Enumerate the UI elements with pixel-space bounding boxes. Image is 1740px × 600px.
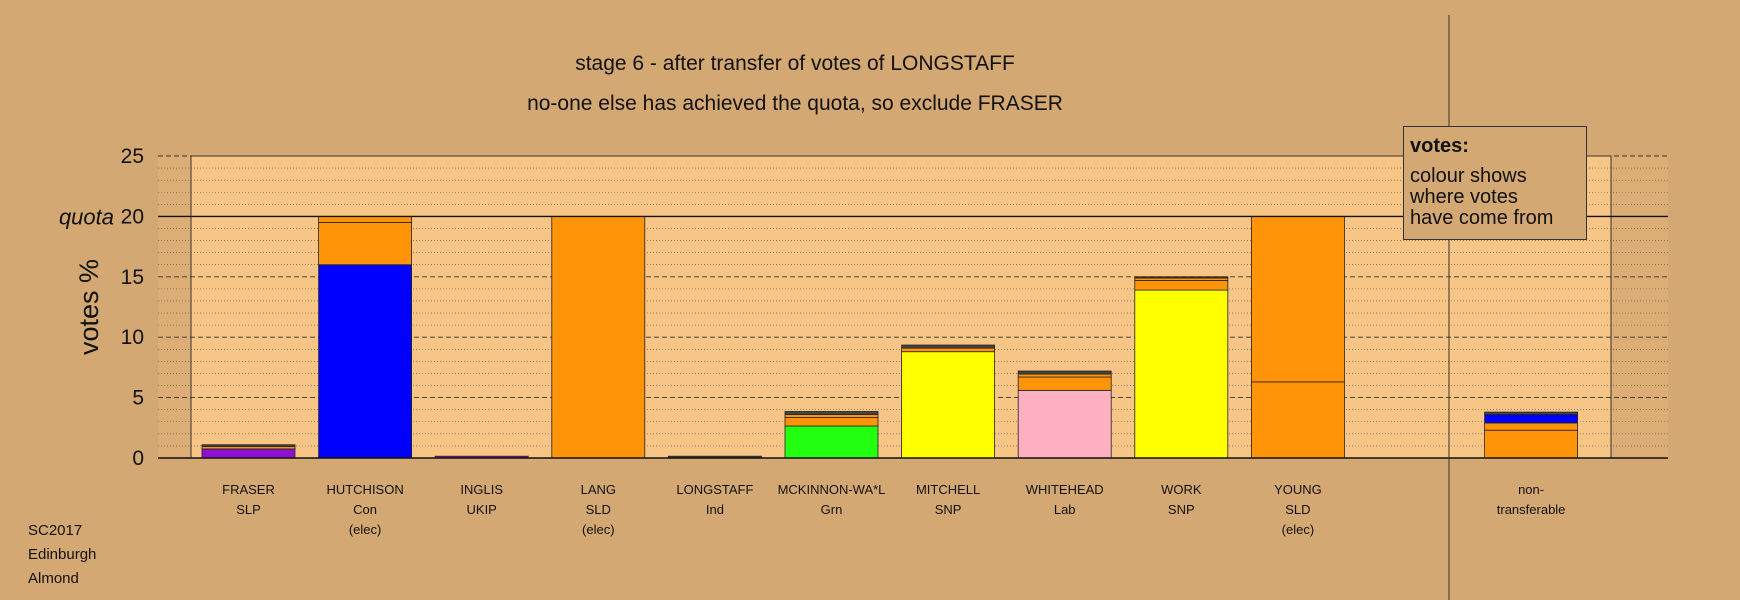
bar-segment: [784, 425, 879, 459]
footer-ward: Almond: [28, 570, 79, 587]
bar-segment: [784, 411, 879, 415]
candidate-name: WHITEHEAD: [1026, 482, 1104, 497]
candidate-party: Ind: [706, 502, 724, 517]
candidate-status: (elec): [582, 522, 615, 537]
bar-segment: [1017, 373, 1112, 378]
legend: votes: colour shows where votes have com…: [1403, 126, 1587, 240]
candidate-name: MITCHELL: [916, 482, 980, 497]
bar-segment: [551, 215, 646, 459]
candidate-party: Grn: [821, 502, 843, 517]
bar-segment: [318, 222, 413, 266]
candidate-party: Con: [353, 502, 377, 517]
bar-segment: [1484, 414, 1578, 424]
bar-segment: [1134, 289, 1229, 459]
candidate-party: transferable: [1497, 502, 1566, 517]
candidate-party: SLD: [1285, 502, 1310, 517]
bar-segment: [1251, 215, 1345, 383]
candidate-name: INGLIS: [460, 482, 503, 497]
candidate-name: YOUNG: [1274, 482, 1322, 497]
candidate-name: WORK: [1161, 482, 1202, 497]
legend-title: votes:: [1410, 135, 1469, 157]
legend-line: where votes: [1410, 186, 1518, 208]
candidate-status: (elec): [349, 522, 382, 537]
candidate-name: MCKINNON-WA*L: [778, 482, 886, 497]
candidate-party: SNP: [935, 502, 962, 517]
candidate-name: FRASER: [222, 482, 275, 497]
footer-council: Edinburgh: [28, 546, 97, 563]
y-tick-label: 5: [132, 387, 144, 410]
y-tick-label: 25: [121, 145, 144, 168]
bar-segment: [901, 351, 995, 459]
bar-segment: [901, 347, 995, 353]
candidate-party: SNP: [1168, 502, 1195, 517]
y-tick-label: 0: [132, 447, 144, 470]
bar-segment: [1134, 276, 1229, 279]
bar-segment: [1134, 280, 1229, 291]
bar-segment: [1017, 376, 1112, 391]
bar-segment: [1017, 389, 1112, 459]
candidate-party: Lab: [1054, 502, 1076, 517]
candidate-name: HUTCHISON: [326, 482, 403, 497]
quota-label: quota: [59, 204, 114, 229]
candidate-name: non-: [1518, 482, 1544, 497]
bar-segment: [318, 264, 413, 459]
candidate-party: SLP: [236, 502, 261, 517]
legend-line: have come from: [1410, 207, 1554, 229]
bar-segment: [1484, 422, 1578, 431]
candidate-party: UKIP: [467, 502, 497, 517]
bar-segment: [1017, 370, 1112, 375]
bar-segment: [784, 417, 879, 427]
chart-title: stage 6 - after transfer of votes of LON…: [575, 52, 1015, 75]
bar-segment: [1251, 381, 1345, 459]
bar-segment: [784, 414, 879, 418]
bar-segment: [201, 448, 296, 459]
candidate-name: LANG: [581, 482, 616, 497]
y-tick-label: 20: [121, 205, 144, 228]
bar-segment: [201, 444, 296, 447]
legend-line: colour shows: [1410, 165, 1527, 187]
bar-segment: [901, 344, 995, 349]
candidate-name: LONGSTAFF: [676, 482, 753, 497]
y-tick-label: 15: [121, 266, 144, 289]
footer-year: SC2017: [28, 522, 83, 539]
y-axis-label: votes %: [74, 259, 104, 355]
y-tick-label: 10: [121, 326, 144, 349]
chart-subtitle: no-one else has achieved the quota, so e…: [527, 92, 1063, 115]
bar-segment: [1484, 411, 1578, 415]
candidate-status: (elec): [1282, 522, 1315, 537]
bar-segment: [1484, 429, 1578, 459]
candidate-party: SLD: [586, 502, 611, 517]
bar-segment: [318, 215, 413, 223]
plot-area: [190, 155, 1612, 459]
